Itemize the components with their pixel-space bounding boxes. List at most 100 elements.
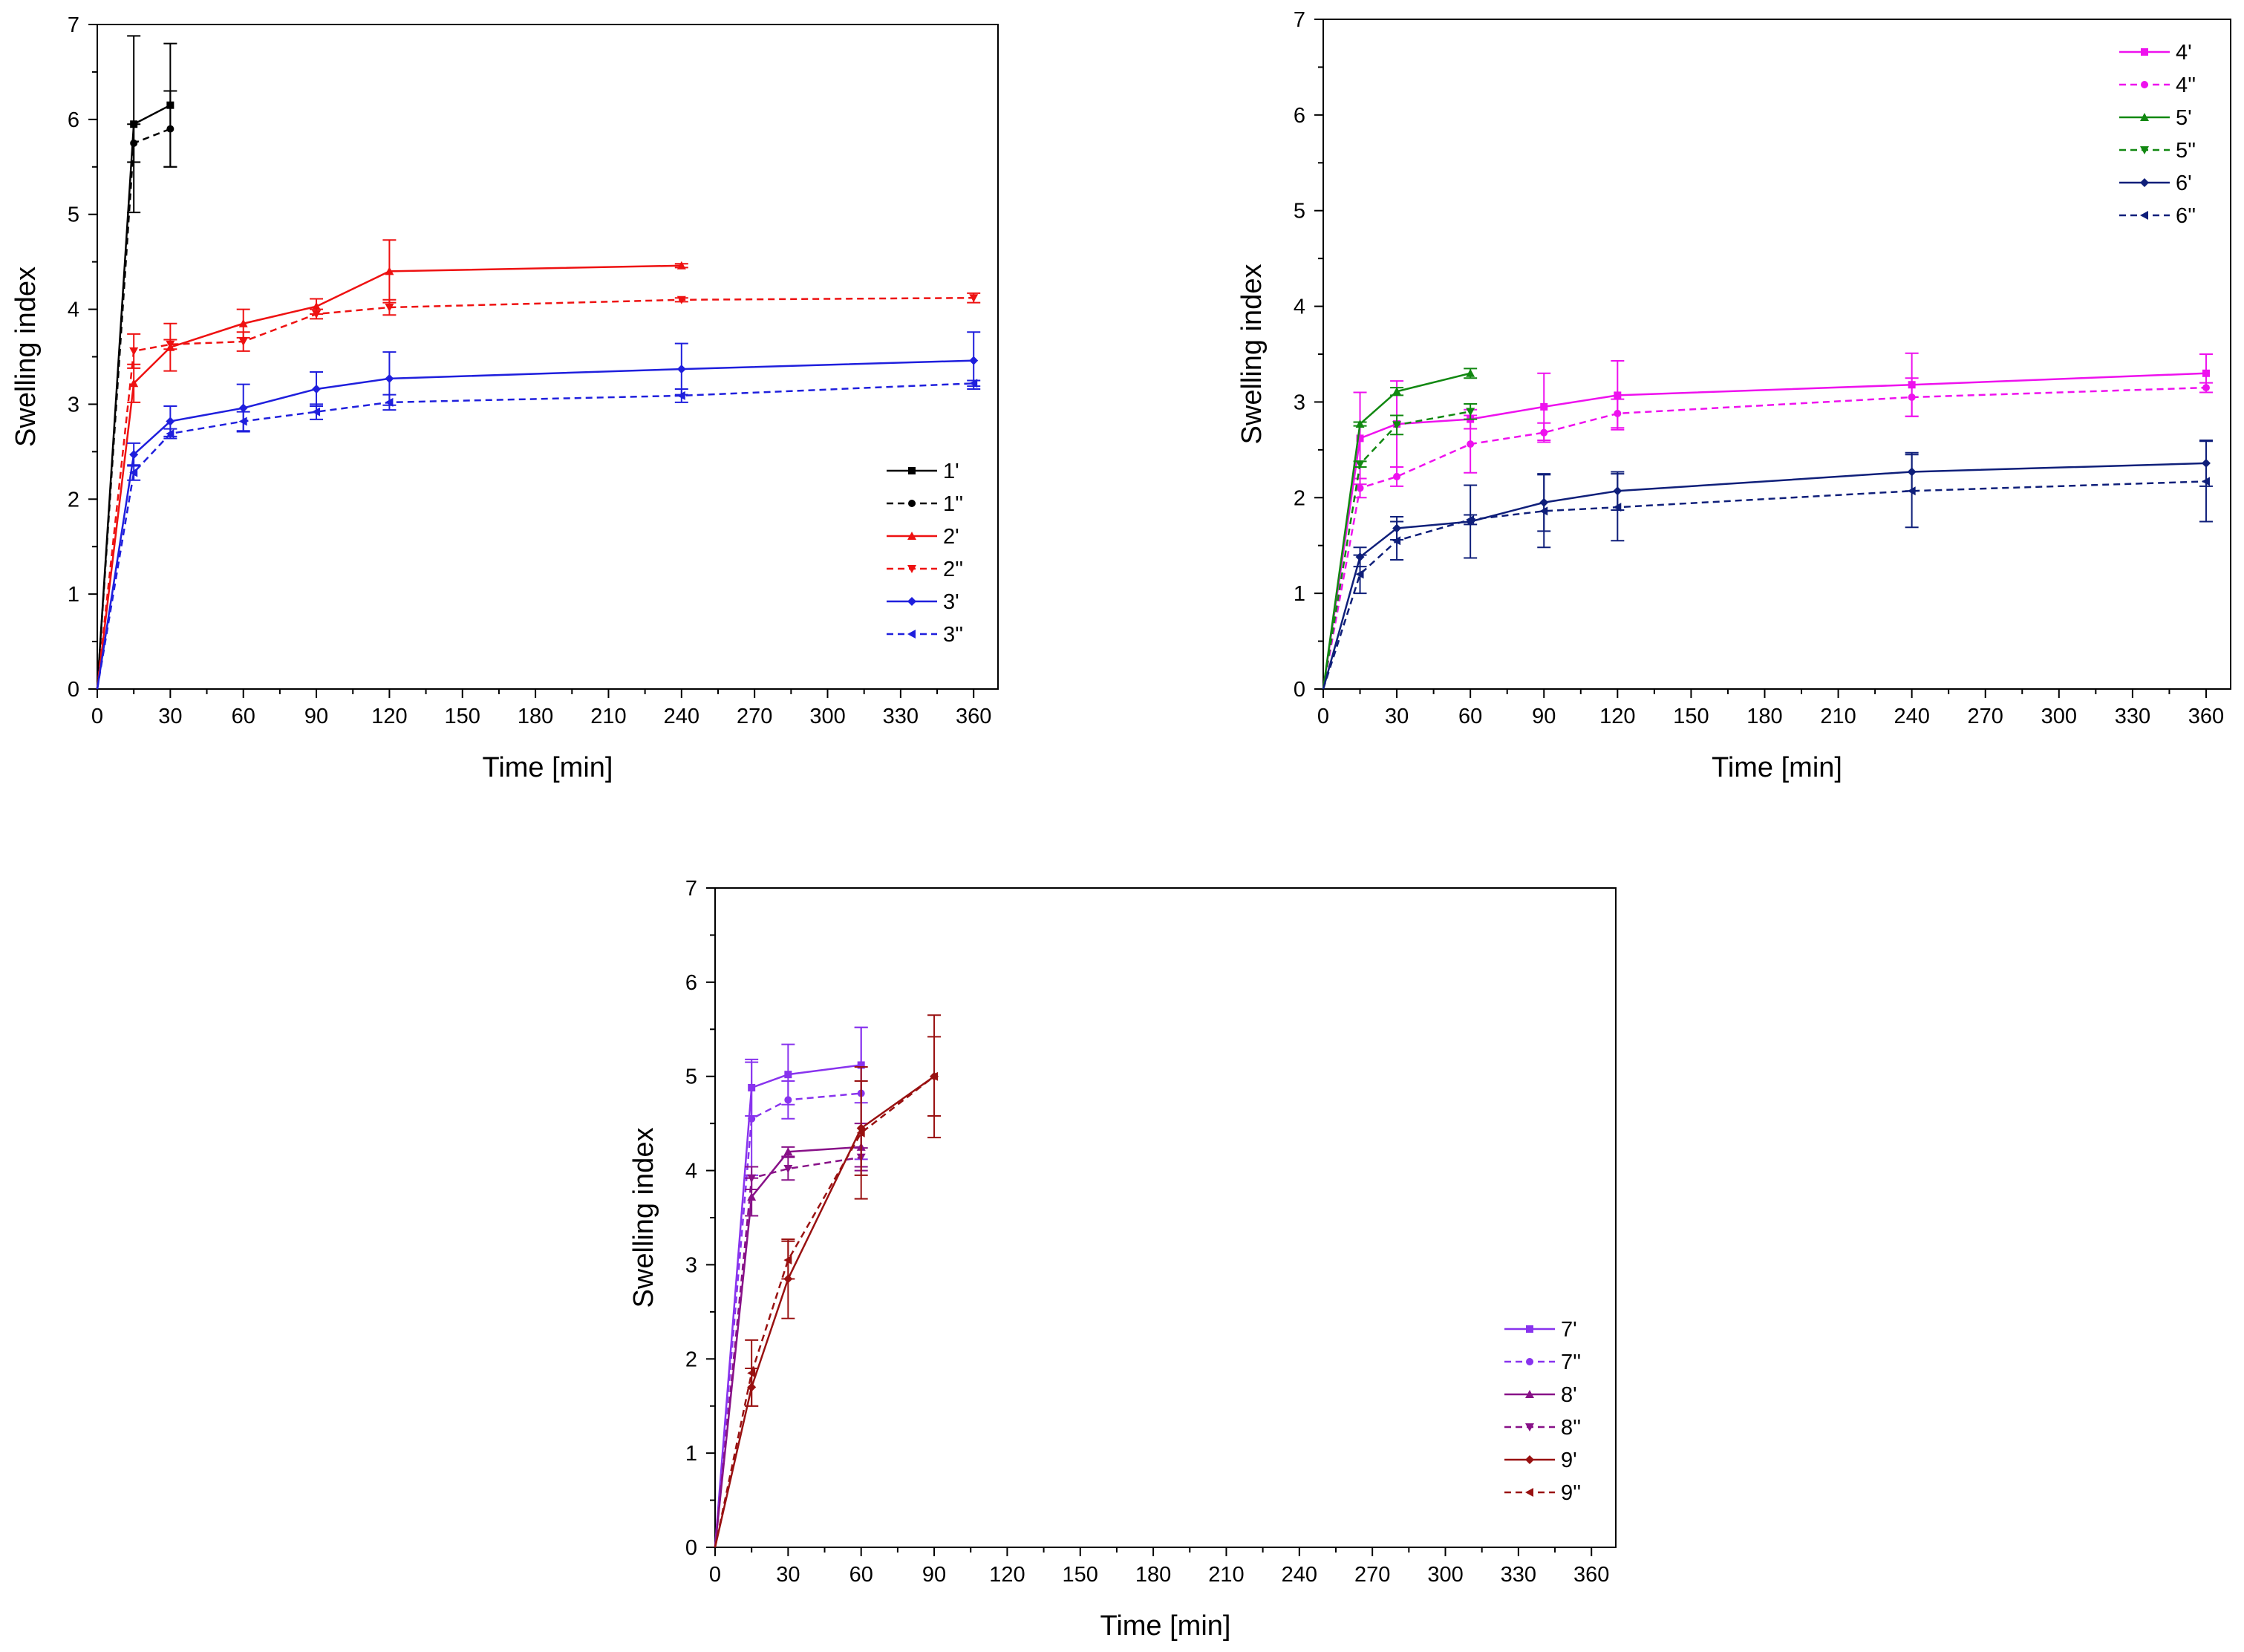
series-5 [1322,439,2213,690]
x-tick-label: 30 [776,1563,800,1587]
data-point [1613,503,1622,512]
y-tick-label: 6 [1294,104,1305,128]
x-tick-label: 150 [1673,705,1709,728]
legend-marker [2140,113,2149,121]
y-tick-label: 6 [68,108,79,132]
y-tick-label: 2 [685,1348,697,1371]
data-point [1466,515,1475,524]
legend: 1' 1'' 2' 2'' 3' 3'' [887,460,963,647]
data-point [783,1165,793,1174]
x-tick-label: 270 [1354,1563,1390,1587]
x-tick-label: 360 [2188,705,2224,728]
legend-marker [907,532,916,540]
data-point [856,1128,865,1137]
series-3 [1322,368,1478,690]
data-point [969,379,978,388]
legend-label: 6' [2176,172,2192,195]
data-point [1392,421,1402,430]
legend-label: 7'' [1561,1351,1581,1374]
y-tick-label: 5 [1294,200,1305,223]
data-point [385,373,394,383]
x-tick-label: 300 [2041,705,2077,728]
chart-panel-3: 0 30 60 90 120 150 180 210 240 270 300 330 360 0 1 2 3 4 5… [628,877,1617,1642]
legend-label: 5'' [2176,139,2196,163]
data-point [1355,419,1365,428]
data-point [783,1256,792,1265]
x-tick-label: 240 [664,705,699,728]
legend-label: 1'' [943,492,963,516]
legend-marker [1525,1455,1534,1464]
x-tick-label: 180 [1135,1563,1171,1587]
data-point [129,347,139,356]
data-point [969,294,979,303]
data-point [1539,506,1548,516]
series-line [96,382,974,690]
x-tick-label: 300 [1427,1563,1463,1587]
data-point [1540,402,1548,411]
series-line [1322,372,2207,690]
x-tick-label: 360 [1573,1563,1609,1587]
legend-marker [907,597,916,606]
x-tick-label: 120 [371,705,407,728]
data-point [2202,369,2210,377]
data-point [238,338,248,347]
x-tick-label: 60 [849,1563,873,1587]
legend-label: 9' [1561,1449,1577,1472]
data-point [129,379,139,388]
data-point [312,384,322,394]
y-tick-label: 2 [68,488,79,512]
data-point [129,450,139,460]
chart-panel-2: 0 30 60 90 120 150 180 210 240 270 300 330 360 0 1 2 3 4 5… [1236,8,2231,783]
data-point [1355,569,1364,579]
y-tick-label: 1 [685,1442,697,1466]
x-tick-label: 30 [1385,705,1409,728]
series-line [1322,480,2207,690]
y-tick-label: 4 [1294,296,1305,319]
legend-marker [1525,1423,1534,1431]
legend-label: 5' [2176,106,2192,130]
legend-marker [2141,48,2148,56]
legend-label: 3'' [943,623,963,647]
data-point [1907,486,1916,496]
series-line [714,1064,861,1548]
plot-frame [97,24,999,690]
data-point [166,340,175,349]
series-line [714,1146,861,1548]
series-line [96,359,974,690]
x-tick-label: 330 [2115,705,2150,728]
legend-label: 4' [2176,41,2192,65]
data-point [676,296,686,304]
y-tick-label: 3 [685,1253,697,1277]
data-point [784,1071,792,1079]
series-line [96,264,682,690]
series-line [714,1156,861,1548]
x-tick-label: 210 [1208,1563,1244,1587]
x-tick-label: 180 [518,705,553,728]
data-point [1393,472,1401,480]
series-4 [1322,403,1478,690]
data-point [1614,391,1622,399]
data-point [1356,484,1364,492]
series-5 [96,331,981,690]
x-tick-label: 30 [158,705,182,728]
data-point [385,397,394,407]
data-point [1467,440,1475,448]
series-line [1322,411,1471,690]
legend-marker [1526,1325,1533,1333]
data-point [930,1071,939,1081]
legend-label: 3' [943,590,959,614]
data-point [312,301,322,310]
legend-marker [2140,146,2149,154]
legend-marker [2140,178,2149,187]
series-4 [96,292,981,690]
data-point [783,1147,793,1156]
legend-marker [907,630,916,639]
legend: 7' 7'' 8' 8'' 9' 9'' [1504,1318,1581,1505]
data-point [1466,368,1475,377]
legend: 4' 4'' 5' 5'' 6' 6'' [2119,41,2196,228]
data-point [747,1368,756,1378]
series-1 [1322,352,2213,690]
x-tick-label: 210 [590,705,626,728]
plot-frame [1322,19,2231,690]
